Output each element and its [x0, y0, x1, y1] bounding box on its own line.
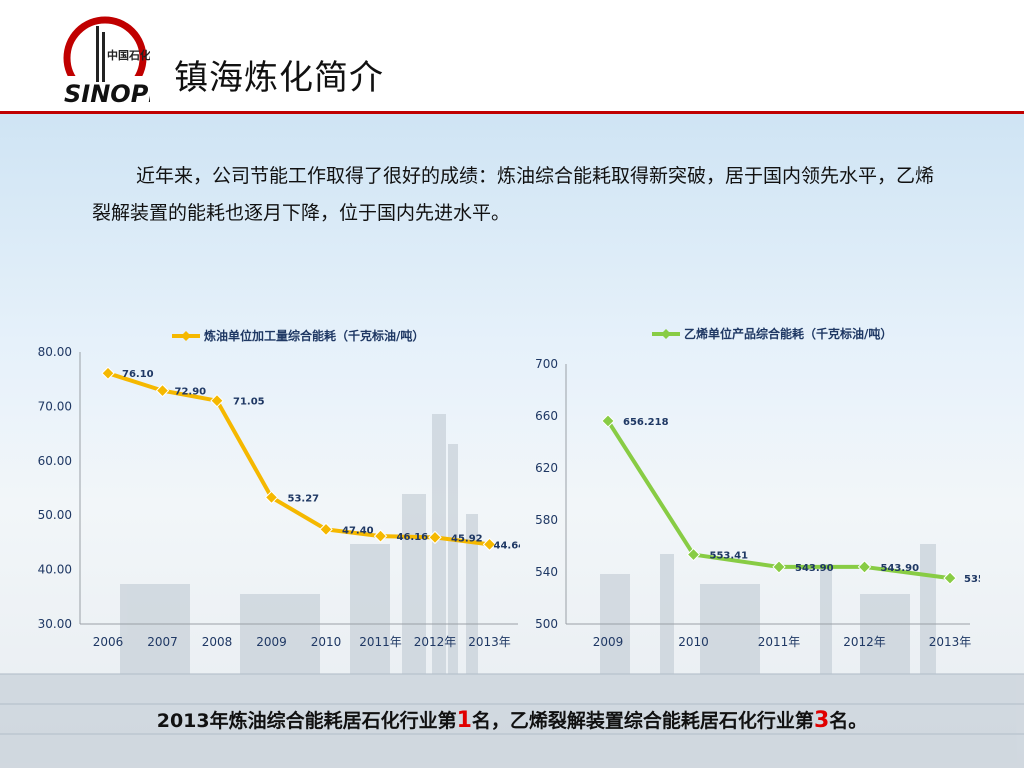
ranking-summary: 2013年炼油综合能耗居石化行业第1名，乙烯裂解装置综合能耗居石化行业第3名。: [0, 706, 1024, 733]
data-point: [857, 560, 872, 574]
data-point: [686, 547, 701, 562]
x-tick-label: 2007: [147, 635, 178, 649]
data-point: [428, 530, 442, 545]
x-tick-label: 2013年: [468, 635, 511, 649]
y-tick-label: 660: [535, 409, 558, 423]
x-tick-label: 2012年: [843, 635, 886, 649]
y-tick-label: 580: [535, 513, 558, 527]
x-tick-label: 2008: [202, 635, 233, 649]
y-tick-label: 50.00: [38, 508, 72, 522]
summary-part-3: 名。: [829, 710, 868, 732]
x-tick-label: 2010: [678, 635, 709, 649]
legend-label: 乙烯单位产品综合能耗（千克标油/吨）: [684, 326, 892, 341]
data-label: 656.218: [623, 417, 669, 428]
data-label: 72.90: [175, 387, 207, 398]
page-title: 镇海炼化简介: [174, 58, 384, 98]
svg-text:SINOPEC: SINOPEC: [64, 80, 150, 106]
data-label: 543.90: [795, 563, 834, 574]
x-tick-label: 2013年: [929, 635, 972, 649]
y-tick-label: 700: [535, 357, 558, 371]
summary-part-2: 名，乙烯裂解装置综合能耗居石化行业第: [471, 710, 814, 732]
refining-rank: 1: [456, 708, 472, 733]
x-tick-label: 2009: [593, 635, 624, 649]
data-point: [943, 571, 957, 585]
data-label: 553.41: [710, 551, 749, 562]
data-point: [210, 393, 224, 408]
data-label: 44.64: [494, 540, 521, 551]
sinopec-logo: 中国石化 SINOPEC: [63, 16, 150, 106]
data-point: [101, 366, 115, 380]
data-point: [601, 414, 615, 428]
slide-header: 中国石化 SINOPEC 镇海炼化简介: [0, 0, 1024, 112]
data-point: [772, 560, 786, 574]
refining-energy-chart: 炼油单位加工量综合能耗（千克标油/吨） 30.00 40.00 50.00 60.00 7…: [38, 328, 521, 649]
legend-swatch-marker: [181, 331, 191, 341]
y-tick-label: 80.00: [38, 345, 72, 359]
series-line: [107, 371, 490, 547]
data-point: [264, 490, 279, 505]
y-tick-label: 620: [535, 461, 558, 475]
header-divider: [0, 111, 1024, 114]
x-tick-label: 2010: [311, 635, 342, 649]
x-tick-label: 2011年: [758, 635, 801, 649]
x-tick-label: 2012年: [414, 635, 457, 649]
y-tick-label: 30.00: [38, 617, 72, 631]
svg-text:中国石化: 中国石化: [107, 48, 150, 62]
data-label: 53.27: [288, 493, 320, 504]
intro-paragraph: 近年来，公司节能工作取得了很好的成绩：炼油综合能耗取得新突破，居于国内领先水平，…: [92, 165, 935, 224]
y-tick-label: 40.00: [38, 563, 72, 577]
data-label: 71.05: [233, 397, 265, 408]
data-label: 45.92: [451, 533, 483, 544]
data-point: [373, 529, 388, 543]
y-tick-label: 500: [535, 617, 558, 631]
x-tick-label: 2006: [93, 635, 124, 649]
ethylene-rank: 3: [813, 708, 830, 733]
data-label: 46.16: [397, 532, 429, 543]
legend-swatch-marker: [661, 329, 671, 339]
y-tick-label: 70.00: [38, 399, 72, 413]
data-point: [482, 537, 497, 552]
data-label: 76.10: [122, 369, 154, 380]
x-tick-label: 2011年: [359, 635, 402, 649]
data-label: 535.29: [964, 574, 980, 585]
slide-body: 近年来，公司节能工作取得了很好的成绩：炼油综合能耗取得新突破，居于国内领先水平，…: [0, 114, 1024, 768]
summary-part-1: 2013年炼油综合能耗居石化行业第: [156, 710, 457, 732]
data-point: [319, 522, 333, 537]
series-line: [606, 419, 951, 581]
data-label: 543.90: [881, 563, 920, 574]
ethylene-energy-chart: 乙烯单位产品综合能耗（千克标油/吨） 500 540 580 620 660 700 2009…: [535, 326, 980, 649]
y-tick-label: 540: [535, 565, 558, 579]
y-tick-label: 60.00: [38, 454, 72, 468]
data-label: 47.40: [342, 525, 374, 536]
data-point: [155, 383, 170, 398]
refinery-background-image: [0, 414, 1024, 768]
x-tick-label: 2009: [256, 635, 287, 649]
legend-label: 炼油单位加工量综合能耗（千克标油/吨）: [204, 328, 424, 343]
